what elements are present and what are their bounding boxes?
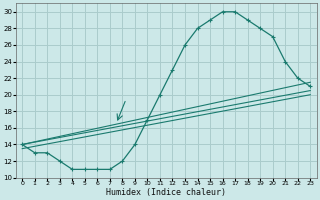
- X-axis label: Humidex (Indice chaleur): Humidex (Indice chaleur): [106, 188, 226, 197]
